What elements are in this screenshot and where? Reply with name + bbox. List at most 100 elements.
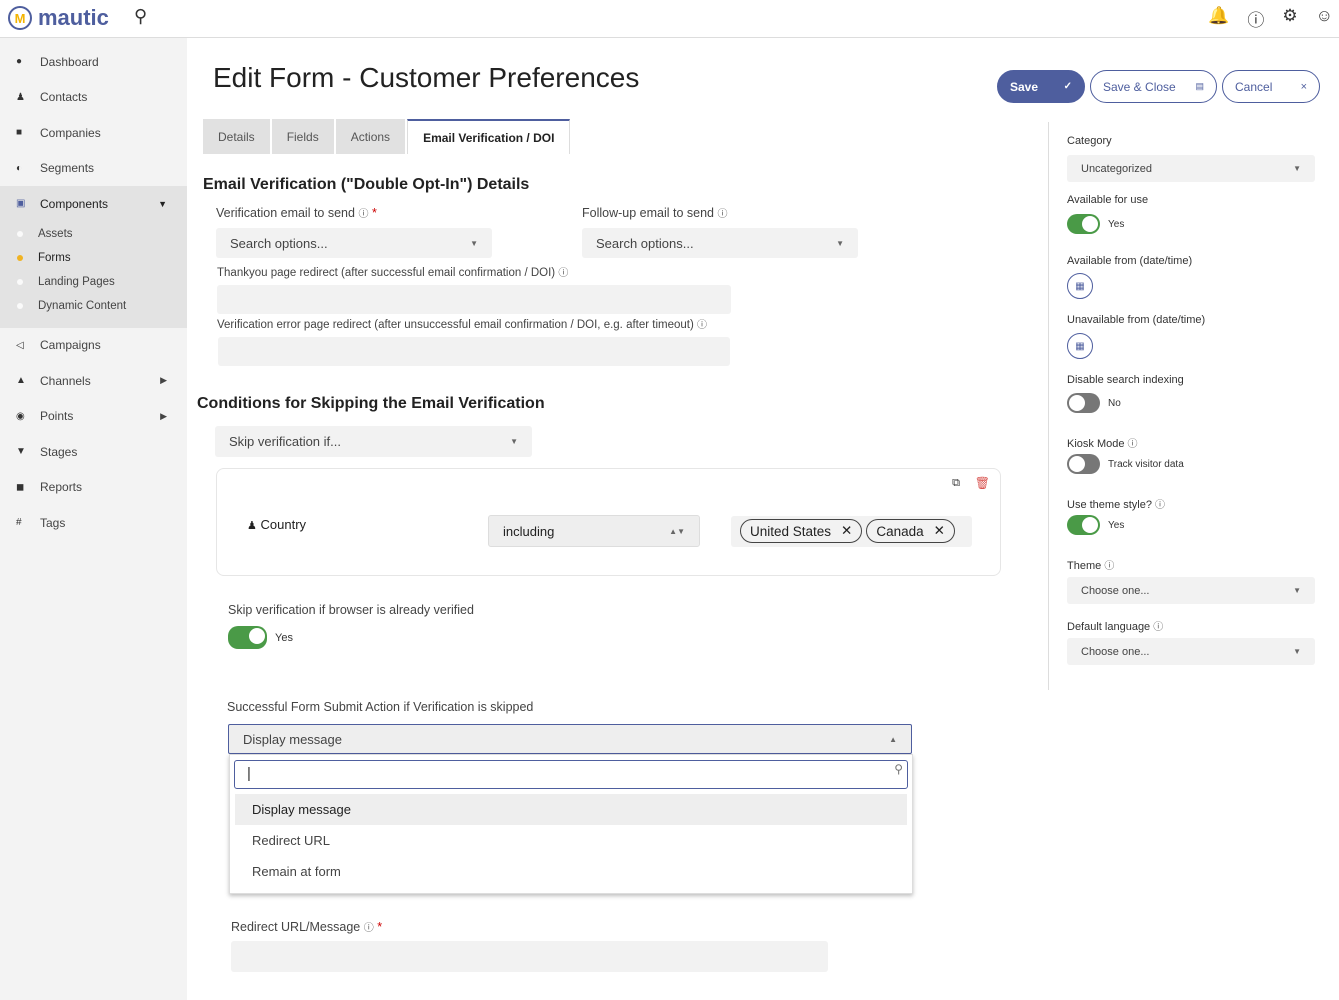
- help-icon[interactable]: ⓘ: [1247, 11, 1265, 30]
- label-text: Use theme style?: [1067, 499, 1152, 511]
- tab-actions[interactable]: Actions: [335, 119, 406, 154]
- logo-mark: M: [8, 6, 32, 30]
- browser-verified-toggle[interactable]: [228, 626, 267, 649]
- sidebar-item-channels[interactable]: ▲ Channels ▶: [0, 363, 187, 399]
- close-icon: ×: [1300, 80, 1307, 93]
- followup-email-label: Follow-up email to send ⓘ: [582, 205, 728, 220]
- help-icon[interactable]: ⓘ: [1104, 561, 1115, 572]
- category-select[interactable]: Uncategorized ▼: [1067, 155, 1315, 182]
- sidebar-subitem-dynamic-content[interactable]: Dynamic Content: [0, 294, 187, 318]
- thankyou-redirect-input[interactable]: [217, 285, 731, 314]
- required-marker: *: [377, 920, 383, 934]
- operator-select[interactable]: including ▲▼: [488, 515, 700, 547]
- cancel-label: Cancel: [1235, 79, 1273, 94]
- available-from-label: Available from (date/time): [1067, 255, 1193, 267]
- remove-icon[interactable]: ✕: [841, 523, 853, 538]
- sidebar-item-contacts[interactable]: ♟ Contacts: [0, 80, 187, 116]
- channels-icon: ▲: [16, 375, 26, 387]
- language-select[interactable]: Choose one... ▼: [1067, 638, 1315, 665]
- help-icon[interactable]: ⓘ: [697, 320, 708, 331]
- toggle-label: Track visitor data: [1108, 458, 1184, 470]
- theme-select[interactable]: Choose one... ▼: [1067, 577, 1315, 604]
- submit-action-select[interactable]: Display message ▲: [228, 724, 912, 754]
- cancel-button[interactable]: Cancel ×: [1222, 70, 1320, 103]
- report-icon: ◼: [16, 481, 25, 493]
- followup-email-select[interactable]: Search options... ▼: [582, 228, 858, 258]
- sidebar-item-label: Segments: [40, 161, 95, 176]
- option-remain-at-form[interactable]: Remain at form: [252, 864, 341, 879]
- label-text: Default language: [1067, 621, 1151, 633]
- gear-icon[interactable]: ⚙: [1282, 6, 1298, 25]
- help-icon[interactable]: ⓘ: [1127, 439, 1138, 450]
- theme-style-toggle[interactable]: [1067, 515, 1100, 535]
- tab-email-verification[interactable]: Email Verification / DOI: [407, 119, 571, 154]
- submit-action-dropdown: | ⚲ Display message Redirect URL Remain a…: [229, 754, 913, 894]
- sidebar-subitem-assets[interactable]: Assets: [0, 222, 187, 246]
- skip-verification-select[interactable]: Skip verification if... ▼: [215, 426, 532, 457]
- sidebar-item-reports[interactable]: ◼ Reports: [0, 470, 187, 506]
- label-text: Theme: [1067, 560, 1102, 572]
- sidebar-item-points[interactable]: ◉ Points ▶: [0, 399, 187, 435]
- label-text: Follow-up email to send: [582, 206, 715, 220]
- help-icon[interactable]: ⓘ: [1153, 622, 1164, 633]
- noindex-toggle[interactable]: [1067, 393, 1100, 413]
- sidebar-item-label: Campaigns: [40, 338, 101, 353]
- help-icon[interactable]: ⓘ: [558, 268, 569, 279]
- label-text: Thankyou page redirect (after successful…: [217, 267, 556, 279]
- trash-icon[interactable]: 🗑: [974, 476, 990, 490]
- remove-icon[interactable]: ✕: [933, 523, 945, 538]
- help-icon[interactable]: ⓘ: [717, 209, 728, 220]
- verification-email-select[interactable]: Search options... ▼: [216, 228, 492, 258]
- sidebar-item-tags[interactable]: # Tags: [0, 505, 187, 541]
- caret-right-icon: ▶: [160, 375, 167, 386]
- browser-verified-label: Skip verification if browser is already …: [228, 603, 474, 617]
- dropdown-search-input[interactable]: | ⚲: [234, 760, 908, 789]
- caret-up-icon: ▲: [889, 734, 897, 744]
- field-label: Country: [260, 517, 307, 532]
- caret-down-icon: ▼: [158, 198, 167, 209]
- top-bar: M mautic ⚲ 🔔 ⓘ ⚙ ☺: [0, 0, 1339, 38]
- help-icon[interactable]: ⓘ: [363, 923, 374, 934]
- bell-icon[interactable]: 🔔: [1208, 6, 1230, 25]
- theme-label: Theme ⓘ: [1067, 557, 1114, 572]
- available-toggle[interactable]: [1067, 214, 1100, 234]
- user-icon: ♟: [247, 520, 257, 532]
- mautic-logo[interactable]: M mautic: [8, 5, 109, 31]
- redirect-message-input[interactable]: [231, 941, 828, 972]
- select-placeholder: Search options...: [596, 235, 694, 251]
- search-icon[interactable]: ⚲: [134, 6, 148, 26]
- help-icon[interactable]: ⓘ: [1155, 500, 1166, 511]
- help-icon[interactable]: ⓘ: [358, 209, 369, 220]
- language-label: Default language ⓘ: [1067, 618, 1163, 633]
- sidebar-subitem-forms[interactable]: Forms: [0, 246, 187, 270]
- values-multiselect[interactable]: United States ✕ Canada ✕: [731, 516, 972, 547]
- condition-card: ⧉ 🗑 ♟ Country including ▲▼ United States ✕…: [216, 468, 1001, 576]
- save-button[interactable]: Save ✓: [997, 70, 1085, 103]
- sidebar-item-label: Channels: [40, 373, 91, 388]
- tab-details[interactable]: Details: [203, 119, 270, 154]
- calendar-icon[interactable]: ▦: [1067, 333, 1093, 359]
- sidebar-item-campaigns[interactable]: ◁ Campaigns: [0, 328, 187, 364]
- sidebar-item-label: Points: [40, 409, 74, 424]
- tab-fields[interactable]: Fields: [271, 119, 334, 154]
- user-icon: ♟: [16, 91, 25, 103]
- toggle-label: Yes: [1108, 218, 1125, 230]
- sidebar-item-dashboard[interactable]: ● Dashboard: [0, 44, 187, 80]
- sidebar-item-companies[interactable]: ■ Companies: [0, 115, 187, 151]
- option-display-message[interactable]: Display message: [235, 794, 907, 825]
- sidebar-item-label: Forms: [38, 251, 71, 264]
- save-close-button[interactable]: Save & Close ▤: [1090, 70, 1217, 103]
- sidebar-subitem-landing-pages[interactable]: Landing Pages: [0, 270, 187, 294]
- option-redirect-url[interactable]: Redirect URL: [252, 833, 331, 848]
- copy-icon[interactable]: ⧉: [952, 477, 960, 489]
- error-redirect-input[interactable]: [218, 337, 730, 366]
- sidebar-item-stages[interactable]: ▼ Stages: [0, 434, 187, 470]
- submit-action-label: Successful Form Submit Action if Verific…: [227, 700, 534, 714]
- calendar-icon[interactable]: ▦: [1067, 273, 1093, 299]
- kiosk-toggle[interactable]: [1067, 454, 1100, 474]
- sidebar-item-segments[interactable]: ◐ Segments: [0, 151, 187, 187]
- dot-icon: [17, 254, 23, 261]
- user-icon[interactable]: ☺: [1315, 6, 1333, 25]
- label-text: Verification error page redirect (after …: [217, 319, 694, 331]
- sidebar-item-components[interactable]: ▣ Components ▼: [0, 186, 187, 222]
